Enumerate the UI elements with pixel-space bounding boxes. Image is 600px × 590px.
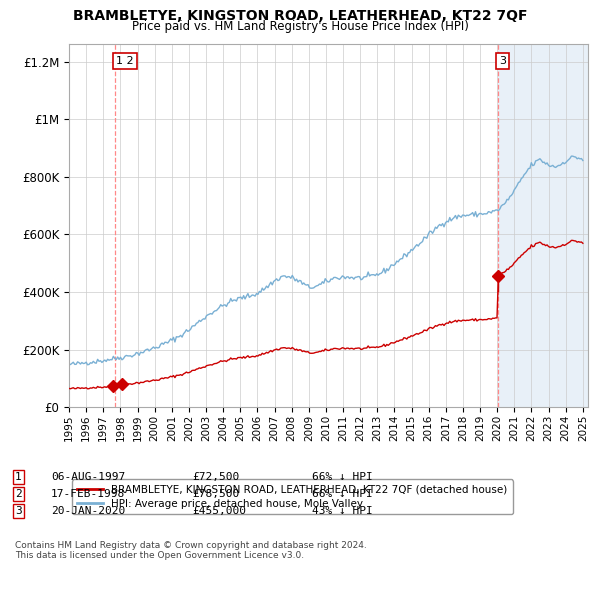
Text: 1: 1: [15, 472, 22, 481]
Text: 20-JAN-2020: 20-JAN-2020: [51, 506, 125, 516]
Text: 66% ↓ HPI: 66% ↓ HPI: [312, 489, 373, 499]
Text: 06-AUG-1997: 06-AUG-1997: [51, 472, 125, 481]
Text: £455,000: £455,000: [192, 506, 246, 516]
Text: £78,500: £78,500: [192, 489, 239, 499]
Text: 66% ↓ HPI: 66% ↓ HPI: [312, 472, 373, 481]
Text: 43% ↓ HPI: 43% ↓ HPI: [312, 506, 373, 516]
Text: Contains HM Land Registry data © Crown copyright and database right 2024.: Contains HM Land Registry data © Crown c…: [15, 540, 367, 549]
Legend: BRAMBLETYE, KINGSTON ROAD, LEATHERHEAD, KT22 7QF (detached house), HPI: Average : BRAMBLETYE, KINGSTON ROAD, LEATHERHEAD, …: [71, 480, 512, 514]
Text: 3: 3: [15, 506, 22, 516]
Text: BRAMBLETYE, KINGSTON ROAD, LEATHERHEAD, KT22 7QF: BRAMBLETYE, KINGSTON ROAD, LEATHERHEAD, …: [73, 9, 527, 23]
Text: Price paid vs. HM Land Registry's House Price Index (HPI): Price paid vs. HM Land Registry's House …: [131, 20, 469, 33]
Text: 17-FEB-1998: 17-FEB-1998: [51, 489, 125, 499]
Text: 1 2: 1 2: [116, 56, 134, 65]
Text: 3: 3: [499, 56, 506, 65]
Text: 2: 2: [15, 489, 22, 499]
Bar: [498, 44, 588, 407]
Text: £72,500: £72,500: [192, 472, 239, 481]
Text: This data is licensed under the Open Government Licence v3.0.: This data is licensed under the Open Gov…: [15, 550, 304, 559]
